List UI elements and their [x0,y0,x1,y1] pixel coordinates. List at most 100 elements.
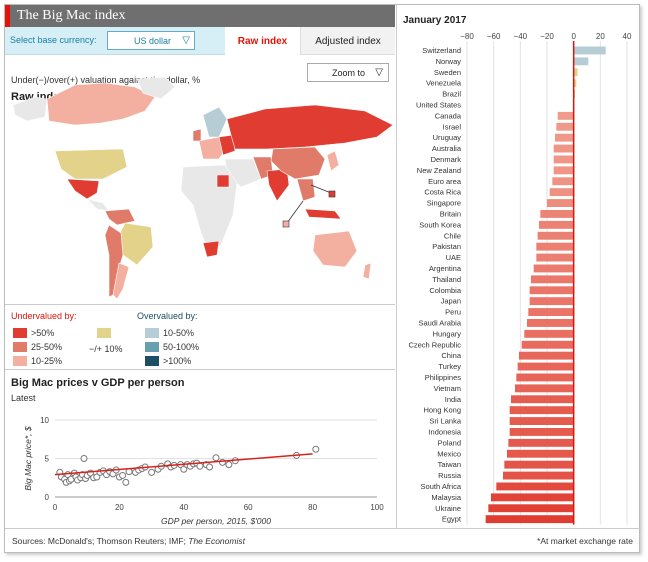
bar-category-label: Philippines [425,373,462,382]
bar-hong-kong[interactable] [509,406,574,415]
map-alaska[interactable] [12,96,48,122]
map-venezuela-colombia[interactable] [104,208,136,226]
bar-sweden[interactable] [573,68,578,77]
bar-mexico[interactable] [507,449,574,458]
scatter-point[interactable] [93,473,101,481]
map-mexico[interactable] [66,178,100,200]
bar-south-korea[interactable] [539,220,574,229]
scatter-point[interactable] [122,478,130,486]
map-central-america[interactable] [86,198,110,212]
base-currency-label: Select base currency: [10,35,97,45]
bar-uruguay[interactable] [555,133,574,142]
scatter-point[interactable] [225,461,233,469]
bar-britain[interactable] [540,210,574,218]
map-callout-hong-kong[interactable] [328,190,336,198]
map-indonesia[interactable] [304,208,342,220]
bar-euro-area[interactable] [552,177,574,186]
map-britain[interactable] [192,128,202,142]
scatter-x-tick: 80 [308,503,317,512]
bar-israel[interactable] [556,122,574,131]
map-southeast-asia[interactable] [296,178,316,202]
bar-japan[interactable] [529,297,574,306]
bar-australia[interactable] [553,144,574,153]
bar-south-africa[interactable] [496,482,574,491]
bar-denmark[interactable] [553,155,574,164]
bar-czech-republic[interactable] [521,340,574,349]
map-australia[interactable] [312,230,358,268]
scatter-point[interactable] [196,462,204,470]
map-egypt[interactable] [216,174,230,188]
scatter-point[interactable] [206,463,214,471]
map-eastern-europe[interactable] [218,134,236,156]
bar-category-label: Peru [445,308,461,317]
bar-thailand[interactable] [531,275,574,284]
chevron-down-icon: ▽ [182,35,190,46]
scatter-point[interactable] [212,454,220,462]
bar-turkey[interactable] [517,362,574,371]
big-mac-index-widget: The Big Mac index Select base currency: … [4,4,641,553]
bar-chart: −80 −60 −40 −20 0 20 40 Switzerland Norway Sweden… [408,32,632,525]
bar-category-label: UAE [446,253,461,262]
bar-norway[interactable] [573,57,589,66]
scatter-x-label: GDP per person, 2015, $'000 [161,516,271,526]
scatter-point[interactable] [119,471,127,479]
bar-category-label: Taiwan [438,460,461,469]
map-callout-singapore[interactable] [282,220,290,228]
map-japan-korea[interactable] [326,150,340,172]
scatter-point[interactable] [180,465,188,473]
bar-india[interactable] [511,395,574,404]
map-usa[interactable] [54,148,128,180]
world-map[interactable] [5,75,395,303]
bar-x-tick: −60 [487,32,501,41]
bar-egypt[interactable] [485,515,574,524]
scatter-point[interactable] [312,445,320,453]
bar-china[interactable] [519,351,574,360]
bar-russia[interactable] [503,471,574,480]
bar-ukraine[interactable] [488,504,574,513]
bar-peru[interactable] [528,308,574,316]
bar-indonesia[interactable] [509,428,574,436]
bar-canada[interactable] [557,111,574,120]
bar-saudi-arabia[interactable] [527,319,574,327]
base-currency-select[interactable]: US dollar ▽ [107,31,195,50]
bar-venezuela[interactable] [573,79,577,88]
bar-philippines[interactable] [516,373,574,382]
map-new-zealand[interactable] [362,262,372,280]
map-russia[interactable] [226,104,394,150]
bar-uae[interactable] [536,253,574,262]
bar-poland[interactable] [508,438,574,447]
bar-malaysia[interactable] [491,493,574,502]
bar-category-label: Brazil [442,90,461,99]
bar-pakistan[interactable] [536,242,574,251]
bar-hungary[interactable] [524,329,574,338]
tab-adjusted-index[interactable]: Adjusted index [300,27,395,55]
map-norway-sweden[interactable] [202,106,228,138]
bar-singapore[interactable] [547,199,574,207]
legend-swatch [97,328,111,338]
map-argentina[interactable] [112,262,130,300]
bar-costa-rica[interactable] [549,188,574,197]
bar-argentina[interactable] [533,264,574,273]
bar-colombia[interactable] [529,286,574,295]
scatter-point[interactable] [80,455,88,462]
map-south-africa[interactable] [202,240,220,258]
bar-category-label: Euro area [428,177,462,186]
tab-raw-index[interactable]: Raw index [225,27,300,55]
bar-taiwan[interactable] [504,460,574,469]
bar-vietnam[interactable] [515,384,574,393]
legend-label: 25-50% [31,342,63,352]
zoom-to-label: Zoom to [332,68,366,78]
map-brazil[interactable] [118,222,154,266]
map-canada[interactable] [46,82,156,126]
bar-category-label: Hong Kong [423,406,461,415]
bar-sri-lanka[interactable] [509,417,574,425]
map-greenland[interactable] [136,76,176,100]
bar-chile[interactable] [537,231,574,240]
bar-new-zealand[interactable] [553,166,574,175]
map-china[interactable] [270,146,326,180]
bar-category-label: Hungary [433,329,462,338]
legend-swatch [13,342,27,352]
zoom-to-select[interactable]: Zoom to ▽ [307,63,389,82]
bar-switzerland[interactable] [573,46,606,55]
scatter-point[interactable] [148,468,156,476]
